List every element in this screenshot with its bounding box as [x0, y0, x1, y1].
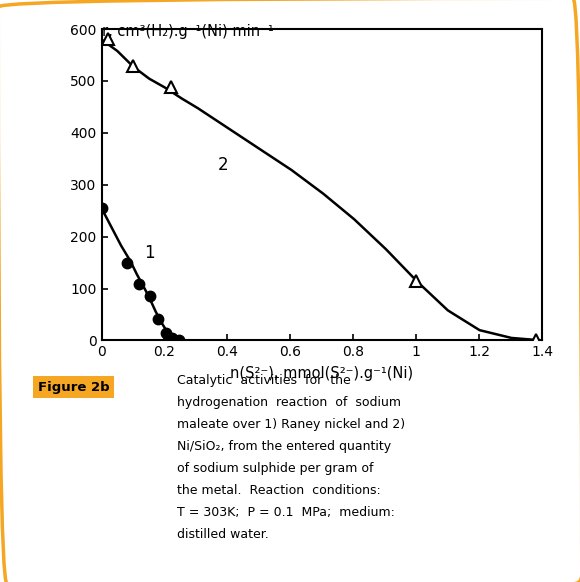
- Text: Ni/SiO₂, from the entered quantity: Ni/SiO₂, from the entered quantity: [177, 440, 391, 453]
- Text: the metal.  Reaction  conditions:: the metal. Reaction conditions:: [177, 484, 380, 497]
- Text: Figure 2b: Figure 2b: [38, 381, 109, 393]
- Text: hydrogenation  reaction  of  sodium: hydrogenation reaction of sodium: [177, 396, 401, 409]
- Text: of sodium sulphide per gram of: of sodium sulphide per gram of: [177, 462, 374, 475]
- Text: r, cm³(H₂).g⁻¹(Ni) min⁻¹: r, cm³(H₂).g⁻¹(Ni) min⁻¹: [102, 24, 273, 40]
- Text: maleate over 1) Raney nickel and 2): maleate over 1) Raney nickel and 2): [177, 418, 405, 431]
- Text: Catalytic  activities  for  the: Catalytic activities for the: [177, 374, 351, 386]
- Text: distilled water.: distilled water.: [177, 528, 269, 541]
- Text: T = 303K;  P = 0.1  MPa;  medium:: T = 303K; P = 0.1 MPa; medium:: [177, 506, 395, 519]
- Text: 2: 2: [218, 156, 229, 174]
- X-axis label: n(S²⁻), mmol(S²⁻).g⁻¹(Ni): n(S²⁻), mmol(S²⁻).g⁻¹(Ni): [230, 366, 414, 381]
- Text: 1: 1: [144, 244, 155, 262]
